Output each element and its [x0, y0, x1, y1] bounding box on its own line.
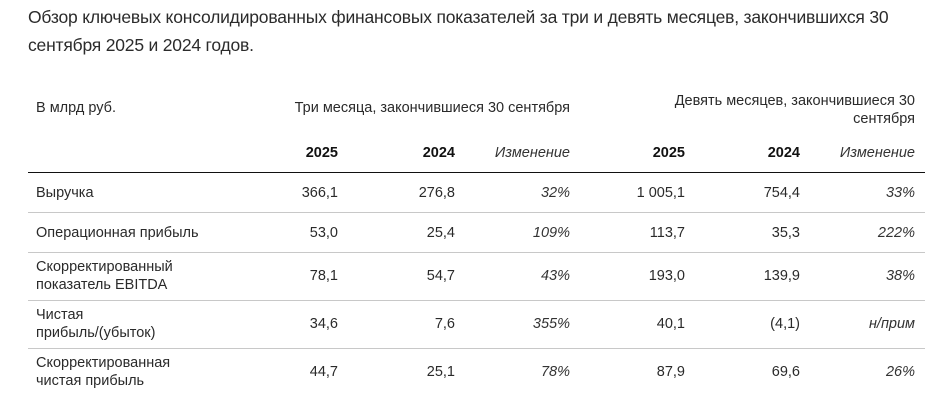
col-header-q3-change: Изменение — [494, 145, 570, 161]
table-row: Скорректированная чистая прибыль 44,7 25… — [28, 349, 925, 396]
cell-q3-change: 78% — [540, 364, 570, 380]
cell-9m-change: 33% — [885, 185, 915, 201]
cell-9m-2024: (4,1) — [770, 316, 800, 332]
cell-q3-2024: 54,7 — [426, 268, 455, 284]
table-column-header: 2025 2024 Изменение 2025 2024 Изменение — [28, 132, 925, 173]
cell-9m-change: 222% — [877, 225, 915, 241]
cell-q3-2025: 53,0 — [309, 225, 338, 241]
cell-9m-2025: 1 005,1 — [636, 185, 685, 201]
cell-q3-2025: 78,1 — [309, 268, 338, 284]
cell-9m-2025: 113,7 — [649, 225, 685, 241]
table-row: Чистая прибыль/(убыток) 34,6 7,6 355% 40… — [28, 301, 925, 349]
row-label: Чистая прибыль/(убыток) — [36, 307, 156, 341]
row-label: Операционная прибыль — [36, 225, 199, 241]
cell-q3-2024: 276,8 — [418, 185, 455, 201]
cell-q3-2024: 7,6 — [434, 316, 455, 332]
group-header-nine-months: Девять месяцев, закончившиеся 30 сентябр… — [674, 93, 915, 127]
table-row: Скорректированный показатель EBITDA 78,1… — [28, 253, 925, 301]
col-header-9m-2025: 2025 — [652, 145, 685, 161]
row-label: Скорректированная чистая прибыль — [36, 355, 171, 389]
col-header-9m-2024: 2024 — [767, 145, 800, 161]
col-header-q3-2025: 2025 — [305, 145, 338, 161]
page-title: Обзор ключевых консолидированных финансо… — [28, 7, 889, 55]
unit-label: В млрд руб. — [36, 100, 116, 116]
table-group-header: В млрд руб. Три месяца, закончившиеся 30… — [28, 90, 925, 132]
col-header-q3-2024: 2024 — [422, 145, 455, 161]
cell-9m-2025: 87,9 — [656, 364, 685, 380]
group-header-three-months: Три месяца, закончившиеся 30 сентября — [294, 100, 570, 116]
cell-q3-2024: 25,1 — [426, 364, 455, 380]
cell-9m-2024: 139,9 — [763, 268, 800, 284]
cell-q3-change: 32% — [540, 185, 570, 201]
table-row: Операционная прибыль 53,0 25,4 109% 113,… — [28, 213, 925, 253]
row-label: Скорректированный показатель EBITDA — [36, 259, 173, 293]
table-row: Выручка 366,1 276,8 32% 1 005,1 754,4 33… — [28, 173, 925, 213]
financial-table: В млрд руб. Три месяца, закончившиеся 30… — [28, 90, 925, 396]
cell-q3-change: 43% — [540, 268, 570, 284]
cell-q3-2025: 34,6 — [309, 316, 338, 332]
cell-q3-2025: 366,1 — [301, 185, 338, 201]
cell-9m-2024: 35,3 — [771, 225, 800, 241]
cell-q3-2025: 44,7 — [309, 364, 338, 380]
cell-q3-change: 355% — [532, 316, 570, 332]
cell-9m-change: 38% — [885, 268, 915, 284]
cell-q3-2024: 25,4 — [426, 225, 455, 241]
cell-9m-change: 26% — [885, 364, 915, 380]
row-label: Выручка — [36, 185, 94, 201]
cell-9m-2025: 40,1 — [656, 316, 685, 332]
cell-9m-2024: 69,6 — [771, 364, 800, 380]
cell-9m-2025: 193,0 — [648, 268, 685, 284]
cell-q3-change: 109% — [532, 225, 570, 241]
cell-9m-2024: 754,4 — [763, 185, 800, 201]
col-header-9m-change: Изменение — [839, 145, 915, 161]
cell-9m-change: н/прим — [868, 316, 915, 332]
